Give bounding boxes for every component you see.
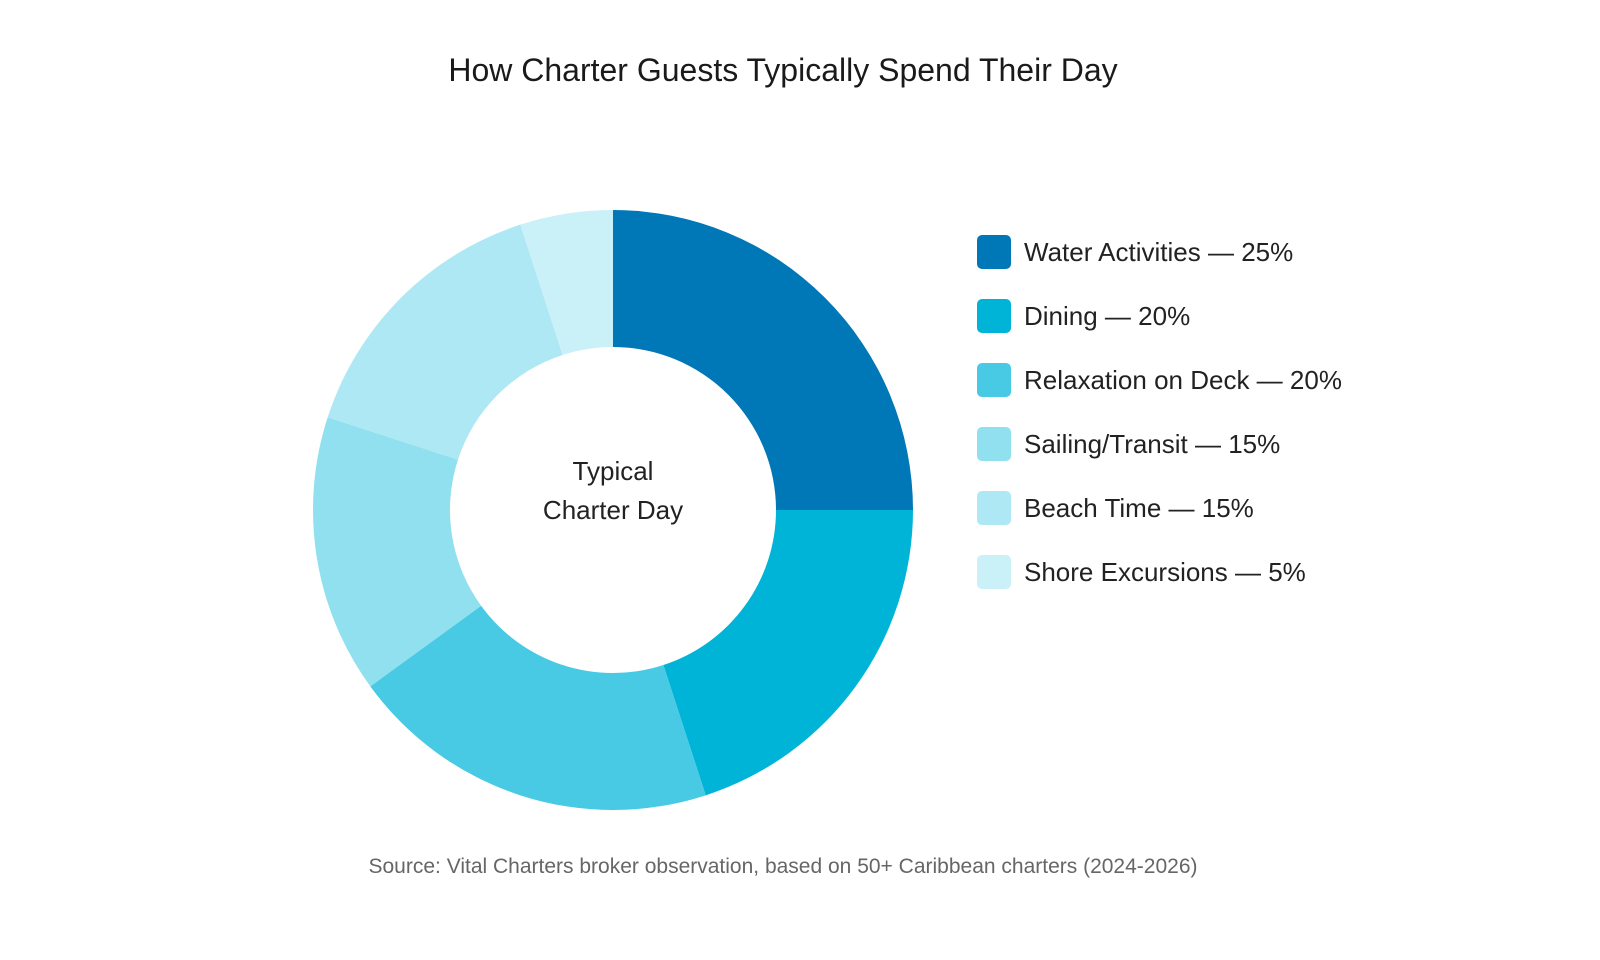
legend-swatch [977, 299, 1011, 333]
legend-label: Beach Time — 15% [1024, 492, 1254, 523]
slice-sailing-transit [312, 417, 482, 687]
legend-item: Shore Excursions — 5% [977, 555, 1342, 589]
legend-swatch [977, 427, 1011, 461]
legend-label: Water Activities — 25% [1024, 236, 1294, 267]
slice-dining [663, 510, 913, 796]
legend-swatch [977, 491, 1011, 525]
legend-label: Shore Excursions — 5% [1024, 556, 1306, 587]
slice-beach-time [327, 224, 563, 460]
center-label: Typical Charter Day [513, 452, 713, 530]
legend-item: Dining — 20% [977, 299, 1342, 333]
legend-item: Beach Time — 15% [977, 491, 1342, 525]
slice-shore-excursions [520, 210, 613, 355]
slice-water-activities [613, 210, 913, 510]
legend-item: Water Activities — 25% [977, 235, 1342, 269]
legend: Water Activities — 25% Dining — 20% Relaxa… [977, 235, 1342, 619]
legend-label: Sailing/Transit — 15% [1024, 428, 1281, 459]
source-note: Source: Vital Charters broker observatio… [368, 855, 1198, 878]
chart-title: How Charter Guests Typically Spend Their… [448, 52, 1118, 88]
legend-label: Relaxation on Deck — 20% [1024, 364, 1342, 395]
center-label-line-2: Charter Day [542, 495, 684, 525]
legend-swatch [977, 555, 1011, 589]
legend-item: Sailing/Transit — 15% [977, 427, 1342, 461]
slice-relaxation-on-deck [370, 605, 706, 810]
legend-swatch [977, 363, 1011, 397]
legend-swatch [977, 235, 1011, 269]
legend-item: Relaxation on Deck — 20% [977, 363, 1342, 397]
center-label-line-1: Typical [572, 456, 654, 486]
legend-label: Dining — 20% [1024, 300, 1191, 331]
